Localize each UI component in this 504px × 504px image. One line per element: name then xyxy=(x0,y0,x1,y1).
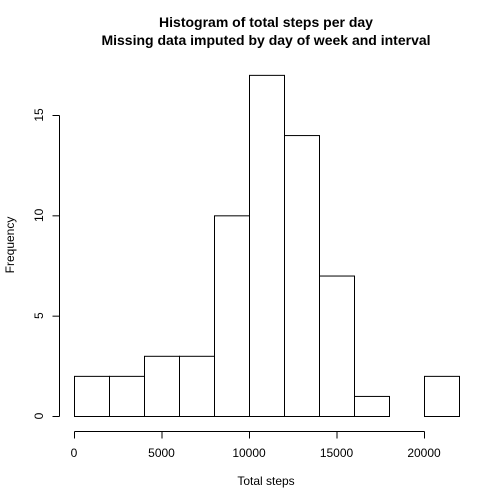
histogram-bar-4 xyxy=(214,215,250,417)
x-axis-label: Total steps xyxy=(237,474,294,488)
histogram-bar-7 xyxy=(319,275,355,417)
histogram-bar-10 xyxy=(424,375,460,418)
histogram-bar-3 xyxy=(179,355,215,417)
histogram-bar-2 xyxy=(144,355,180,417)
y-axis-label: Frequency xyxy=(3,217,17,274)
bars-group xyxy=(74,74,460,418)
histogram-bar-6 xyxy=(284,135,320,417)
y-tick-label: 0 xyxy=(32,412,46,419)
histogram-bar-1 xyxy=(109,375,145,418)
y-tick-label: 10 xyxy=(32,208,46,222)
y-ticks-group: 0 5 10 15 xyxy=(32,108,60,419)
x-tick-label: 10000 xyxy=(232,446,266,460)
x-tick-label: 15000 xyxy=(320,446,354,460)
histogram-bar-0 xyxy=(74,375,110,418)
chart-subtitle: Missing data imputed by day of week and … xyxy=(101,32,430,48)
x-tick-label: 0 xyxy=(71,446,78,460)
chart-title: Histogram of total steps per day xyxy=(159,14,373,30)
x-tick-label: 20000 xyxy=(407,446,441,460)
x-tick-label: 5000 xyxy=(148,446,175,460)
x-ticks-group: 0 5000 10000 15000 20000 xyxy=(71,431,441,460)
y-tick-label: 15 xyxy=(32,108,46,122)
histogram-bar-8 xyxy=(354,395,390,417)
y-tick-label: 5 xyxy=(32,312,46,319)
histogram-bar-5 xyxy=(249,74,285,417)
